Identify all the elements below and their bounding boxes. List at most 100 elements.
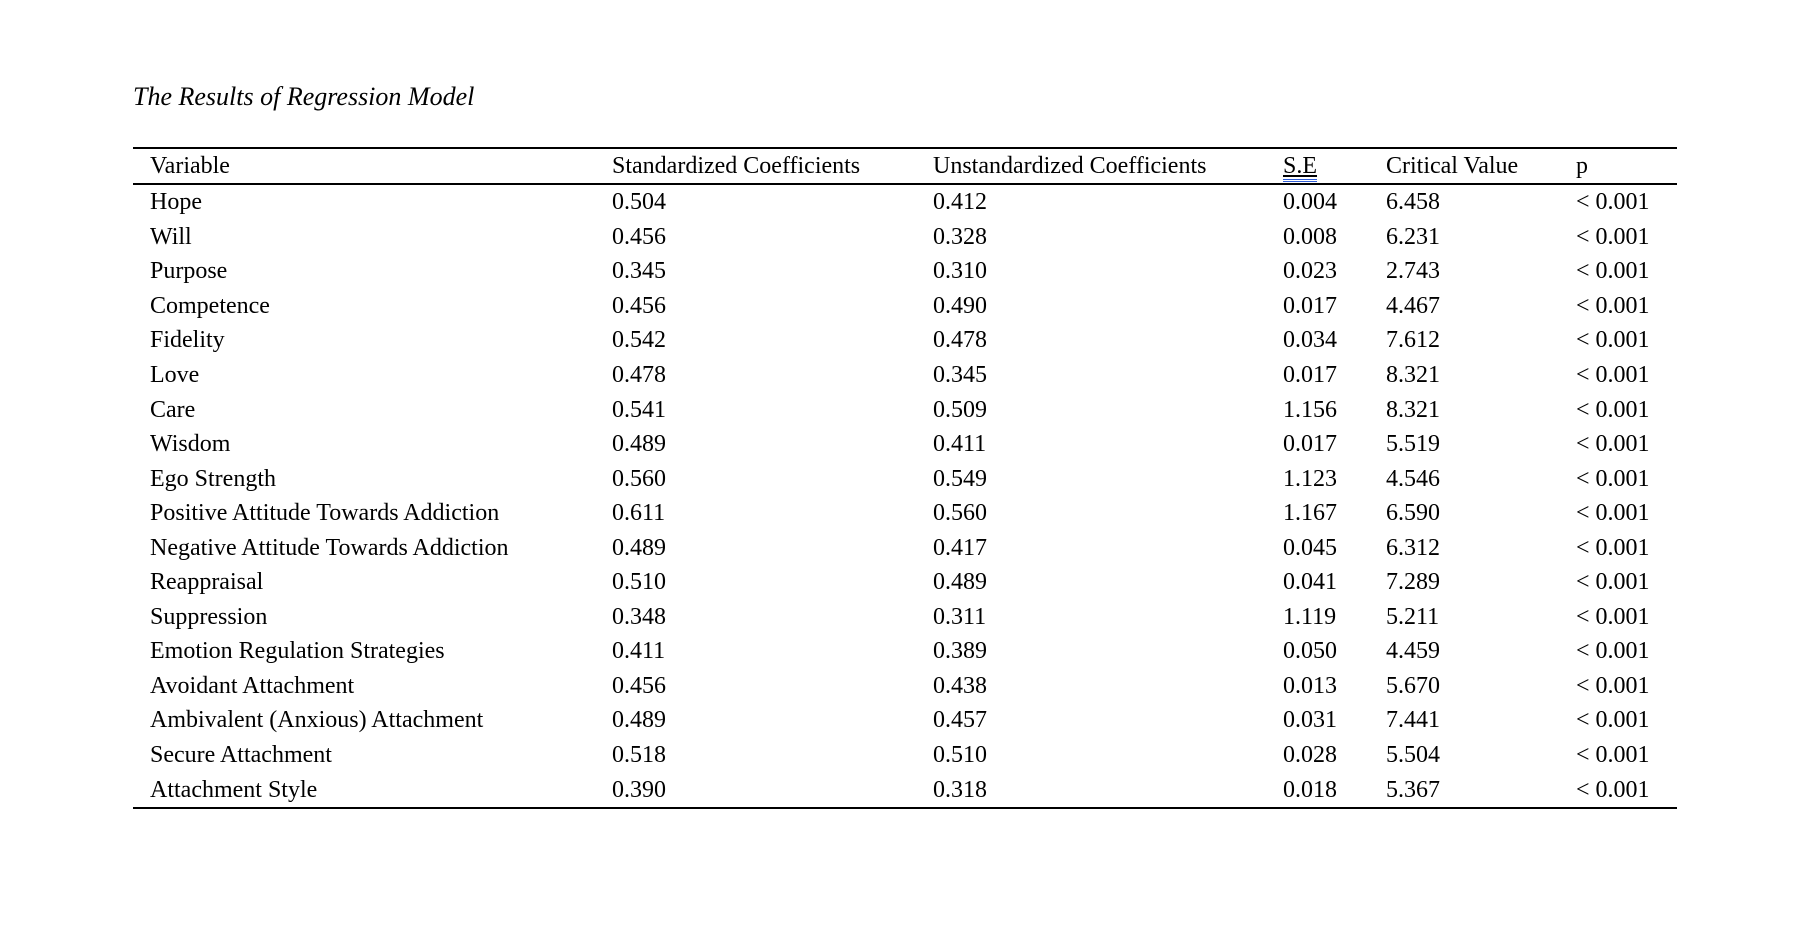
value-cell: 0.489 (612, 431, 666, 458)
value-cell: 0.348 (612, 603, 666, 630)
table-row: Reappraisal 0.510 0.489 0.041 7.289 < 0.001 (133, 565, 1677, 600)
table-row: Will 0.456 0.328 0.008 6.231 < 0.001 (133, 220, 1677, 255)
se-label-with-grammar-underline: S.E (1283, 153, 1318, 182)
value-cell: 0.034 (1283, 327, 1337, 354)
value-cell: 0.509 (933, 396, 987, 423)
value-cell: 5.504 (1386, 742, 1440, 769)
value-cell: 5.211 (1386, 603, 1440, 630)
value-cell: 1.167 (1283, 500, 1337, 527)
value-cell: 0.017 (1283, 292, 1337, 319)
variable-cell: Attachment Style (150, 776, 318, 803)
variable-cell: Competence (150, 292, 270, 319)
value-cell: 0.489 (933, 569, 987, 596)
variable-cell: Reappraisal (150, 569, 264, 596)
value-cell: 0.017 (1283, 431, 1337, 458)
value-cell: 0.549 (933, 465, 987, 492)
table-row: Negative Attitude Towards Addiction 0.489… (133, 530, 1677, 565)
value-cell: 0.417 (933, 534, 987, 561)
value-cell: 0.018 (1283, 776, 1337, 803)
value-cell: 0.345 (612, 258, 666, 285)
column-header-p: p (1576, 153, 1588, 179)
value-cell: < 0.001 (1576, 742, 1650, 769)
table-row: Wisdom 0.489 0.411 0.017 5.519 < 0.001 (133, 427, 1677, 462)
value-cell: 4.467 (1386, 292, 1440, 319)
table-row: Attachment Style 0.390 0.318 0.018 5.367 < 0.… (133, 772, 1677, 807)
variable-cell: Avoidant Attachment (150, 672, 355, 699)
variable-cell: Will (150, 223, 192, 250)
value-cell: < 0.001 (1576, 603, 1650, 630)
value-cell: < 0.001 (1576, 500, 1650, 527)
value-cell: 0.023 (1283, 258, 1337, 285)
variable-cell: Suppression (150, 603, 268, 630)
value-cell: < 0.001 (1576, 672, 1650, 699)
column-header-variable: Variable (150, 153, 230, 179)
value-cell: 1.156 (1283, 396, 1337, 423)
value-cell: < 0.001 (1576, 534, 1650, 561)
variable-cell: Positive Attitude Towards Addiction (150, 500, 500, 527)
value-cell: 0.041 (1283, 569, 1337, 596)
value-cell: < 0.001 (1576, 327, 1650, 354)
table-row: Secure Attachment 0.518 0.510 0.028 5.504 < 0… (133, 738, 1677, 773)
value-cell: 8.321 (1386, 396, 1440, 423)
value-cell: 0.560 (612, 465, 666, 492)
value-cell: 1.119 (1283, 603, 1337, 630)
table-row: Avoidant Attachment 0.456 0.438 0.013 5.670 <… (133, 669, 1677, 704)
value-cell: < 0.001 (1576, 638, 1650, 665)
value-cell: < 0.001 (1576, 569, 1650, 596)
value-cell: 0.390 (612, 776, 666, 803)
value-cell: 7.289 (1386, 569, 1440, 596)
value-cell: 0.328 (933, 223, 987, 250)
value-cell: 7.612 (1386, 327, 1440, 354)
value-cell: 0.456 (612, 672, 666, 699)
value-cell: 0.411 (933, 431, 987, 458)
table-title: The Results of Regression Model (133, 82, 475, 111)
table-row: Ambivalent (Anxious) Attachment 0.489 0.45… (133, 703, 1677, 738)
value-cell: 0.456 (612, 292, 666, 319)
column-header-critical-value: Critical Value (1386, 153, 1519, 179)
value-cell: < 0.001 (1576, 396, 1650, 423)
table-row: Suppression 0.348 0.311 1.119 5.211 < 0.001 (133, 600, 1677, 635)
value-cell: 0.478 (933, 327, 987, 354)
value-cell: 8.321 (1386, 362, 1440, 388)
value-cell: 0.541 (612, 396, 666, 423)
table-body: Hope 0.504 0.412 0.004 6.458 < 0.001 Will 0.456… (133, 185, 1677, 809)
value-cell: 0.478 (612, 362, 666, 388)
table-row: Purpose 0.345 0.310 0.023 2.743 < 0.001 (133, 254, 1677, 289)
variable-cell: Negative Attitude Towards Addiction (150, 534, 509, 561)
column-header-se: S.E (1283, 149, 1386, 183)
value-cell: 0.489 (612, 534, 666, 561)
regression-results-table: Variable Standardized Coefficients Unsta… (133, 147, 1677, 809)
value-cell: 0.050 (1283, 638, 1337, 665)
value-cell: 4.546 (1386, 465, 1440, 492)
value-cell: 5.367 (1386, 776, 1440, 803)
value-cell: 0.028 (1283, 742, 1337, 769)
value-cell: 5.670 (1386, 672, 1440, 699)
table-row: Care 0.541 0.509 1.156 8.321 < 0.001 (133, 392, 1677, 427)
value-cell: 0.310 (933, 258, 987, 285)
value-cell: 0.510 (933, 742, 987, 769)
table-row: Love 0.478 0.345 0.017 8.321 < 0.001 (133, 358, 1677, 393)
table-header-row: Variable Standardized Coefficients Unsta… (133, 149, 1677, 185)
value-cell: 0.013 (1283, 672, 1337, 699)
value-cell: 0.438 (933, 672, 987, 699)
value-cell: < 0.001 (1576, 776, 1650, 803)
value-cell: < 0.001 (1576, 292, 1650, 319)
value-cell: 7.441 (1386, 707, 1440, 734)
value-cell: 0.504 (612, 189, 666, 216)
value-cell: 0.510 (612, 569, 666, 596)
table-row: Positive Attitude Towards Addiction 0.611… (133, 496, 1677, 531)
value-cell: 6.590 (1386, 500, 1440, 527)
value-cell: < 0.001 (1576, 223, 1650, 250)
value-cell: 0.318 (933, 776, 987, 803)
variable-cell: Purpose (150, 258, 228, 285)
value-cell: 0.045 (1283, 534, 1337, 561)
value-cell: 0.542 (612, 327, 666, 354)
variable-cell: Hope (150, 189, 202, 216)
variable-cell: Ambivalent (Anxious) Attachment (150, 707, 484, 734)
value-cell: 2.743 (1386, 258, 1440, 285)
value-cell: 5.519 (1386, 431, 1440, 458)
value-cell: 0.411 (612, 638, 666, 665)
value-cell: 4.459 (1386, 638, 1440, 665)
variable-cell: Emotion Regulation Strategies (150, 638, 445, 665)
